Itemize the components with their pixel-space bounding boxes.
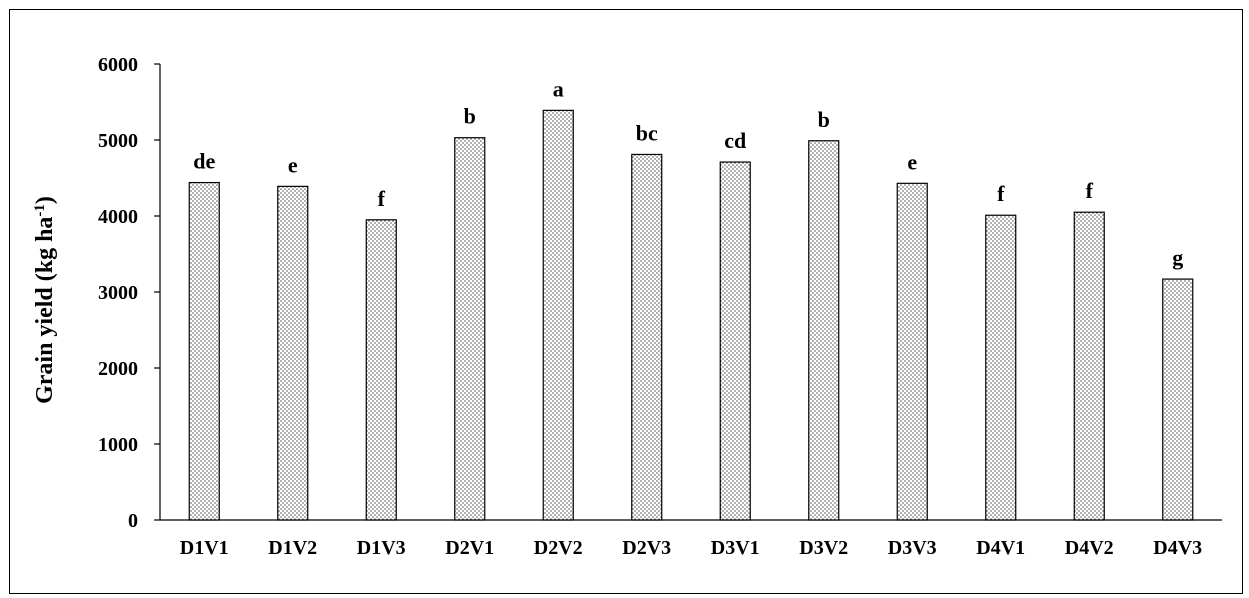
data-label: cd [724, 128, 746, 153]
data-label: f [378, 186, 386, 211]
bar-d2v3 [631, 153, 663, 521]
bar-d2v2 [542, 109, 574, 521]
x-tick-label: D3V1 [711, 537, 760, 559]
data-label: e [907, 149, 917, 174]
data-label: f [1086, 178, 1094, 203]
x-tick-label: D2V3 [622, 537, 671, 559]
x-tick-label: D2V2 [534, 537, 583, 559]
x-tick-label: D1V3 [357, 537, 406, 559]
bar-d4v3 [1162, 278, 1194, 521]
bar-d1v2 [277, 185, 309, 521]
x-tick-label: D3V3 [888, 537, 937, 559]
bar-d2v1 [454, 137, 486, 521]
x-tick-label: D2V1 [445, 537, 494, 559]
data-label: b [818, 107, 830, 132]
y-axis-label: Grain yield (kg ha-1) [32, 196, 58, 404]
data-label: g [1172, 245, 1183, 270]
x-tick-labels: D1V1 D1V2 D1V3 D2V1 D2V2 D2V3 D3V1 D3V2 D3V3 D4V1… [180, 537, 1202, 559]
bars [188, 109, 1194, 521]
y-tick-label: 1000 [98, 434, 138, 456]
y-tick-label: 5000 [98, 130, 138, 152]
bar-d4v2 [1073, 211, 1105, 521]
data-label: bc [636, 120, 658, 145]
y-tick-label: 3000 [98, 282, 138, 304]
bar-d1v3 [365, 219, 397, 521]
x-tick-label: D1V1 [180, 537, 229, 559]
data-label: f [997, 181, 1005, 206]
x-tick-label: D1V2 [268, 537, 317, 559]
bar-d1v1 [188, 181, 220, 521]
bar-d3v1 [719, 161, 751, 521]
x-tick-label: D3V2 [799, 537, 848, 559]
y-tick-label: 2000 [98, 358, 138, 380]
bar-d3v3 [896, 182, 928, 521]
y-tick-label: 4000 [98, 206, 138, 228]
data-label: a [553, 76, 564, 101]
y-tick-labels: 0 1000 2000 3000 4000 5000 6000 [98, 54, 160, 532]
x-tick-label: D4V2 [1065, 537, 1114, 559]
data-label: b [464, 104, 476, 129]
y-tick-label: 0 [128, 510, 138, 532]
data-label: de [193, 149, 215, 174]
y-tick-label: 6000 [98, 54, 138, 76]
bar-d3v2 [808, 140, 840, 521]
data-label: e [288, 152, 298, 177]
bar-d4v1 [985, 214, 1017, 521]
x-tick-label: D4V3 [1153, 537, 1202, 559]
x-tick-label: D4V1 [976, 537, 1025, 559]
data-labels: de e f b a bc cd b e f f g [193, 76, 1183, 270]
